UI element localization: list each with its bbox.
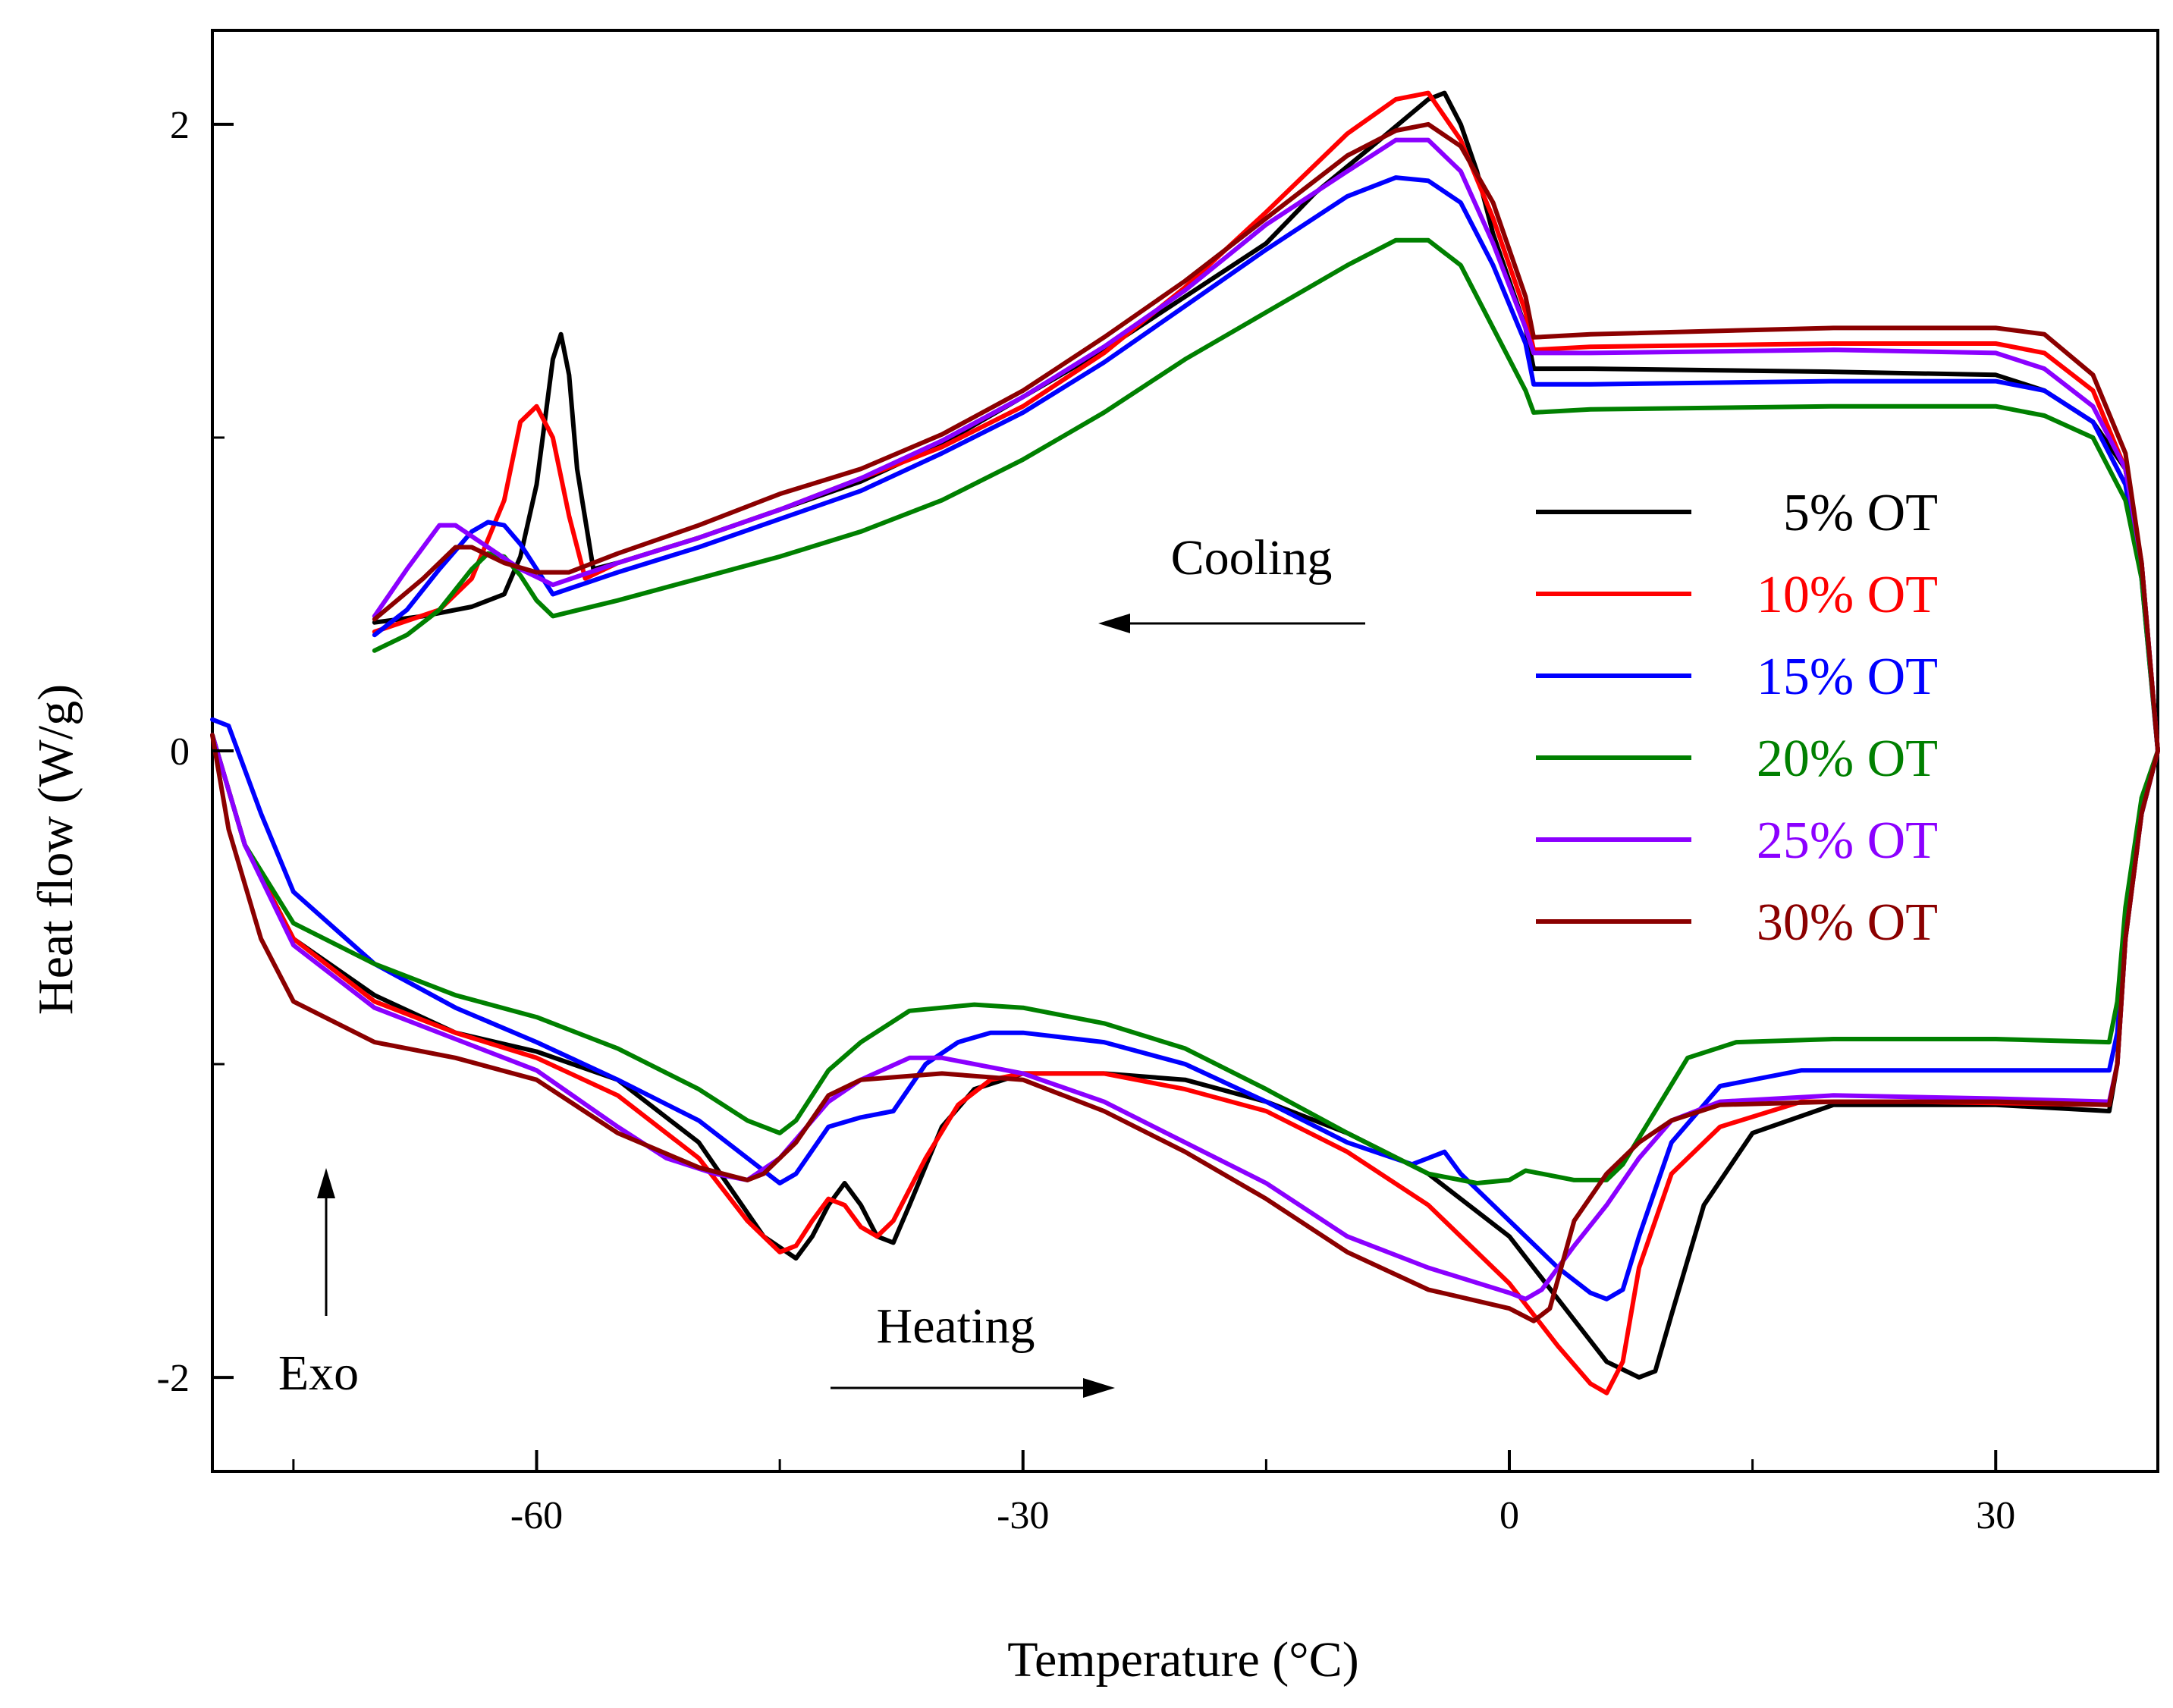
x-tick-label: -30 — [997, 1494, 1049, 1537]
cooling-annotation: Cooling — [1171, 530, 1333, 586]
x-tick-label: 30 — [1976, 1494, 2015, 1537]
legend-label-20pct-ot: 20% OT — [1757, 730, 1938, 788]
legend-label-15pct-ot: 15% OT — [1757, 648, 1938, 706]
series-5pct-ot-cooling-line — [372, 90, 2160, 753]
y-tick-label: -2 — [157, 1357, 190, 1400]
legend-label-10pct-ot: 10% OT — [1757, 566, 1938, 624]
series-30pct-ot-cooling-line — [372, 121, 2160, 753]
y-axis-label: Heat flow (W/g) — [28, 684, 83, 1015]
legend-label-25pct-ot: 25% OT — [1757, 812, 1938, 870]
y-tick-label: 2 — [170, 104, 190, 147]
series-30pct-ot-heating-line — [210, 733, 2160, 1323]
legend: 5% OT 10% OT 15% OT 20% OT 25% OT 30% OT — [1536, 484, 1938, 952]
ticks-layer: -60 -30 0 30 -2 0 2 — [157, 104, 2016, 1537]
series-25pct-ot-heating-line — [210, 733, 2160, 1301]
series-layer — [210, 90, 2160, 1396]
legend-label-30pct-ot: 30% OT — [1757, 893, 1938, 952]
heating-arrowhead — [1083, 1378, 1115, 1398]
y-tick-label: 0 — [170, 730, 190, 774]
x-tick-label: -60 — [510, 1494, 563, 1537]
x-tick-label: 0 — [1499, 1494, 1519, 1537]
cooling-arrowhead — [1098, 614, 1130, 633]
legend-label-5pct-ot: 5% OT — [1783, 484, 1938, 542]
x-axis-label: Temperature (°C) — [1007, 1632, 1358, 1688]
series-10pct-ot-cooling-line — [372, 90, 2160, 753]
series-15pct-ot-cooling-line — [372, 175, 2160, 753]
heating-annotation: Heating — [877, 1298, 1035, 1354]
exo-arrowhead — [317, 1168, 335, 1198]
series-20pct-ot-heating-line — [210, 733, 2160, 1185]
exo-annotation: Exo — [278, 1345, 359, 1401]
series-15pct-ot-heating-line — [210, 717, 2160, 1301]
